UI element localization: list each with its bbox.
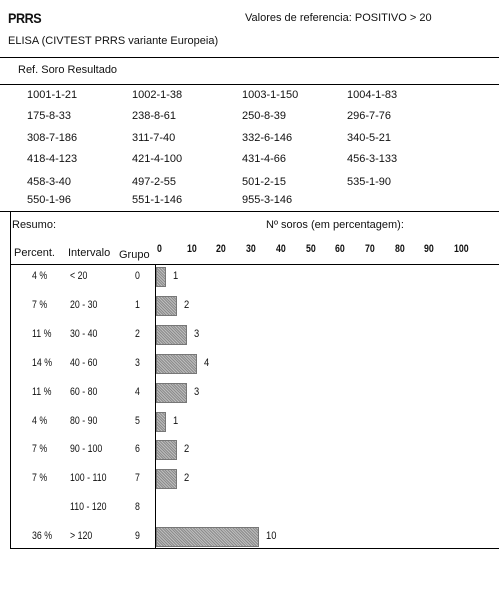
row-percent: 11 % xyxy=(32,327,52,340)
row-interval: 110 - 120 xyxy=(70,501,107,514)
row-group: 9 xyxy=(135,530,140,543)
method-label: ELISA (CIVTEST PRRS variante Europeia) xyxy=(8,35,219,47)
sample-result: 340-5-21 xyxy=(347,132,392,144)
divider-samples xyxy=(0,84,499,85)
report-title: PRRS xyxy=(8,10,42,26)
sample-result: 535-1-90 xyxy=(347,176,392,188)
row-group: 8 xyxy=(135,501,140,514)
row-interval: 40 - 60 xyxy=(70,356,98,369)
scale-tick-label: 70 xyxy=(364,243,375,255)
sample-result: 421-4-100 xyxy=(132,153,183,165)
bar-value-label: 2 xyxy=(183,443,189,456)
row-interval: 100 - 110 xyxy=(70,472,107,485)
chart-bar xyxy=(156,440,177,461)
row-group: 0 xyxy=(135,270,140,282)
row-percent: 4 % xyxy=(32,270,48,282)
row-group: 4 xyxy=(135,385,140,398)
scale-tick-label: 100 xyxy=(454,243,469,255)
scale-tick-label: 40 xyxy=(275,243,286,255)
sample-result: 238-8-61 xyxy=(132,110,177,122)
sample-result: 501-2-15 xyxy=(242,176,287,188)
sample-result: 550-1-96 xyxy=(27,194,72,206)
bar-value-label: 2 xyxy=(183,298,189,311)
col-header-group: Grupo xyxy=(119,249,150,261)
chart-bar xyxy=(156,295,177,316)
row-percent: 7 % xyxy=(32,298,48,311)
sample-result: 456-3-133 xyxy=(347,153,398,165)
row-interval: 60 - 80 xyxy=(70,385,98,398)
bar-value-label: 4 xyxy=(204,356,210,369)
row-percent: 36 % xyxy=(32,530,53,543)
scale-tick-label: 20 xyxy=(216,243,227,255)
sample-result: 458-3-40 xyxy=(27,176,72,188)
sample-result: 497-2-55 xyxy=(132,176,177,188)
bar-value-label: 2 xyxy=(183,472,189,485)
row-interval: 30 - 40 xyxy=(70,327,98,340)
scale-tick-label: 30 xyxy=(246,243,256,255)
scale-tick-label: 90 xyxy=(424,243,435,255)
row-interval: 20 - 30 xyxy=(70,298,98,311)
sample-result: 1001-1-21 xyxy=(27,89,78,101)
chart-title: Nº soros (em percentagem): xyxy=(266,219,404,231)
chart-axis xyxy=(155,264,156,548)
sample-result: 250-8-39 xyxy=(242,110,287,122)
row-interval: > 120 xyxy=(70,530,93,543)
bar-value-label: 3 xyxy=(193,385,200,398)
sample-result: 332-6-146 xyxy=(242,132,293,144)
row-group: 3 xyxy=(135,356,140,369)
row-group: 5 xyxy=(135,414,140,427)
divider-bottom xyxy=(10,548,499,549)
chart-bar xyxy=(156,353,198,374)
sample-result: 955-3-146 xyxy=(242,194,293,206)
sample-result: 296-7-76 xyxy=(347,110,392,122)
row-interval: < 20 xyxy=(70,270,88,282)
sample-result: 1003-1-150 xyxy=(242,89,299,101)
row-percent: 7 % xyxy=(32,443,48,456)
sample-result: 308-7-186 xyxy=(27,132,78,144)
bar-value-label: 10 xyxy=(266,530,277,543)
sample-result: 418-4-123 xyxy=(27,153,78,165)
scale-tick-label: 0 xyxy=(157,243,162,255)
scale-tick-label: 60 xyxy=(335,243,345,255)
row-interval: 80 - 90 xyxy=(70,414,98,427)
row-group: 6 xyxy=(135,443,140,456)
row-interval: 90 - 100 xyxy=(70,443,103,456)
chart-bar xyxy=(156,527,259,548)
bar-value-label: 3 xyxy=(193,327,200,340)
row-group: 2 xyxy=(135,327,140,340)
row-group: 7 xyxy=(135,472,140,485)
divider-chart-header xyxy=(10,264,499,265)
chart-bar xyxy=(156,469,177,490)
chart-bar xyxy=(156,324,187,345)
sample-result: 1004-1-83 xyxy=(347,89,398,101)
reference-values: Valores de referencia: POSITIVO > 20 xyxy=(245,12,432,24)
bar-value-label: 1 xyxy=(173,270,179,282)
row-percent: 14 % xyxy=(32,356,53,369)
sample-result: 551-1-146 xyxy=(132,194,183,206)
frame-left xyxy=(10,211,11,549)
row-percent: 7 % xyxy=(32,472,48,485)
scale-tick-label: 80 xyxy=(394,243,405,255)
scale-tick-label: 50 xyxy=(305,243,316,255)
summary-title: Resumo: xyxy=(12,219,57,231)
col-header-percent: Percent. xyxy=(14,247,55,259)
chart-bar xyxy=(156,382,187,403)
scale-tick-label: 10 xyxy=(186,243,197,255)
bar-value-label: 1 xyxy=(173,414,179,427)
row-group: 1 xyxy=(135,298,140,311)
sample-result: 1002-1-38 xyxy=(132,89,183,101)
row-percent: 4 % xyxy=(32,414,48,427)
row-percent: 11 % xyxy=(32,385,52,398)
sample-result: 311-7-40 xyxy=(132,132,176,144)
sample-result: 431-4-66 xyxy=(242,153,287,165)
sample-result: 175-8-33 xyxy=(27,110,72,122)
col-header-interval: Intervalo xyxy=(68,247,111,259)
divider-top xyxy=(0,57,499,58)
samples-header: Ref. Soro Resultado xyxy=(18,64,118,76)
chart-bar xyxy=(156,411,167,432)
chart-bar xyxy=(156,267,167,287)
divider-summary xyxy=(0,211,499,212)
